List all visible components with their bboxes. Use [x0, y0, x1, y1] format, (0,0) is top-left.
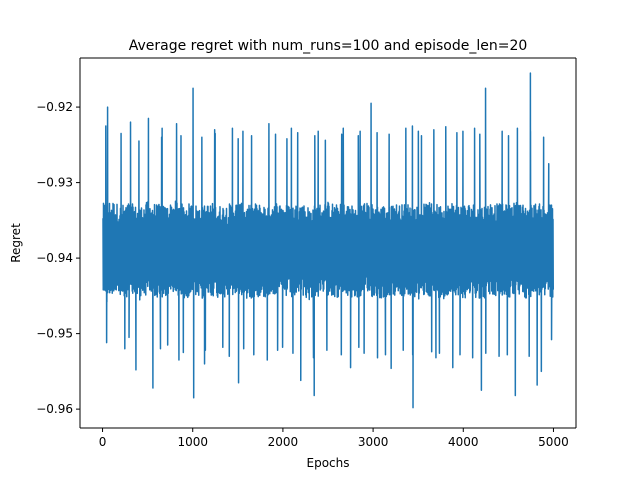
regret-series-line: [102, 72, 554, 409]
y-tick-label: −0.92: [36, 100, 73, 114]
x-tick-label: 0: [99, 435, 107, 449]
x-tick-label: 3000: [358, 435, 389, 449]
x-tick-label: 1000: [177, 435, 208, 449]
chart-title: Average regret with num_runs=100 and epi…: [129, 38, 528, 54]
y-tick-label: −0.95: [36, 327, 73, 341]
y-tick-label: −0.94: [36, 251, 73, 265]
y-tick-label: −0.93: [36, 176, 73, 190]
x-tick-label: 4000: [448, 435, 479, 449]
x-axis-ticks: 0 1000 2000 3000 4000 5000: [99, 428, 569, 449]
x-axis-label: Epochs: [307, 456, 350, 470]
series-layer: [102, 72, 554, 409]
y-axis-label: Regret: [9, 223, 23, 263]
y-axis-ticks: −0.96 −0.95 −0.94 −0.93 −0.92: [36, 100, 80, 416]
y-tick-label: −0.96: [36, 402, 73, 416]
x-tick-label: 5000: [538, 435, 569, 449]
x-tick-label: 2000: [268, 435, 299, 449]
axes-spines: [79, 57, 577, 429]
